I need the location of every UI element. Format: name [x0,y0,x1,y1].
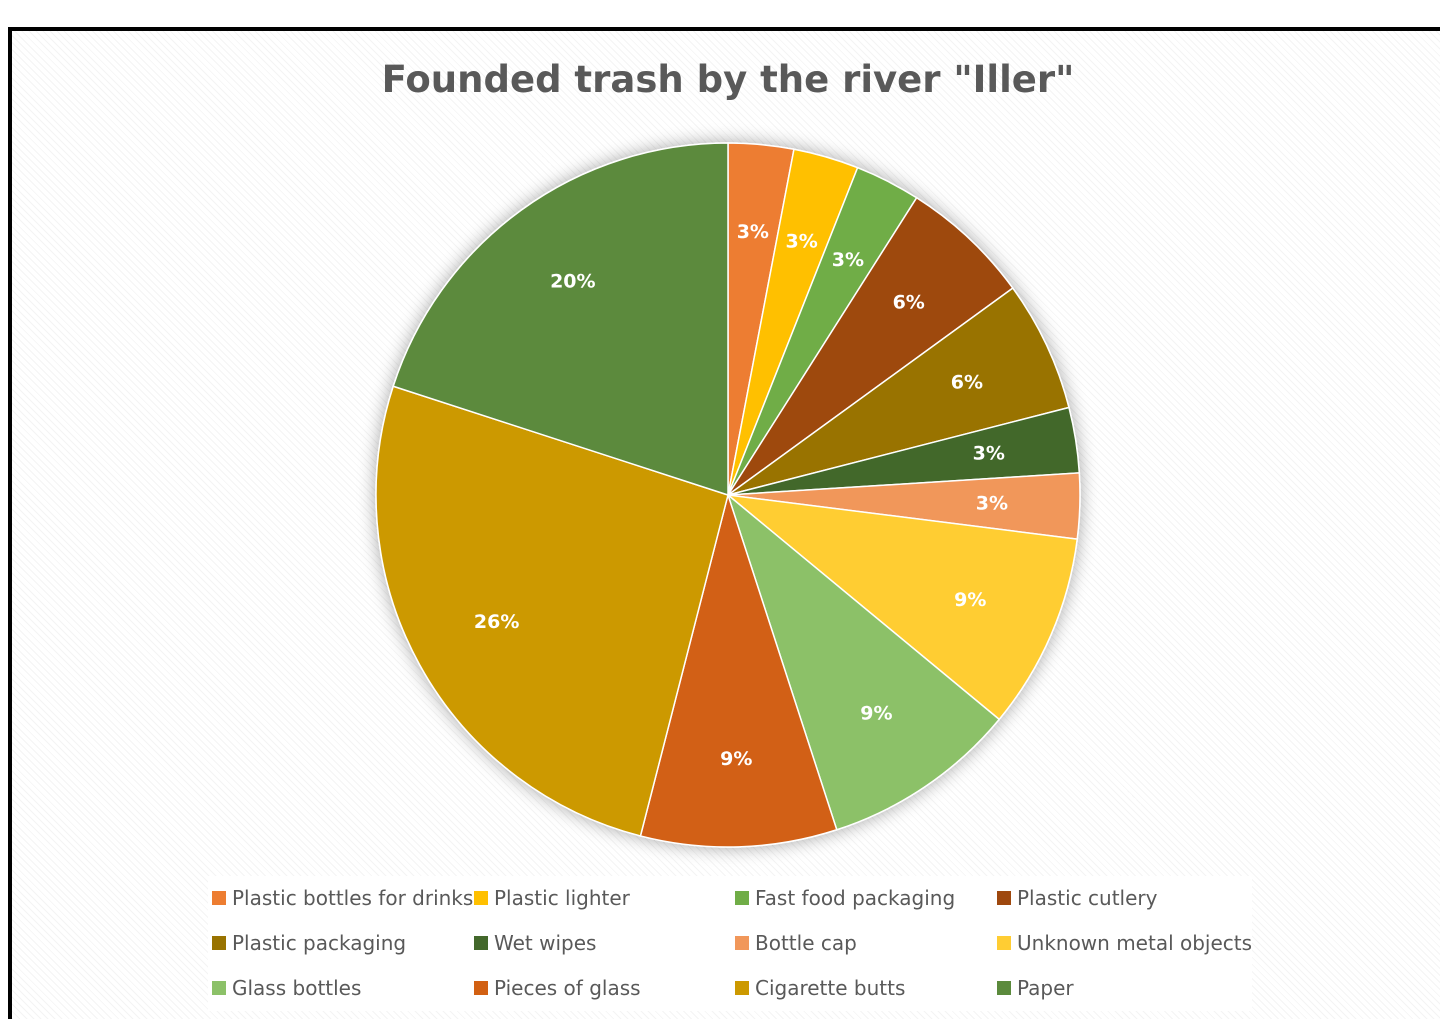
legend-swatch [735,981,749,995]
legend-label: Plastic cutlery [1017,886,1158,910]
legend-item: Pieces of glass [474,976,641,1000]
legend-swatch [997,981,1011,995]
legend-swatch [997,891,1011,905]
legend-item: Paper [997,976,1074,1000]
data-label-11: 20% [550,270,595,292]
data-label-4: 6% [951,372,983,394]
legend-swatch [212,891,226,905]
legend-swatch [735,891,749,905]
legend-swatch [474,981,488,995]
legend-swatch [474,891,488,905]
data-label-6: 3% [976,492,1008,514]
data-label-7: 9% [954,589,986,611]
legend-label: Glass bottles [232,976,362,1000]
data-label-5: 3% [973,443,1005,465]
legend-item: Plastic bottles for drinks [212,886,473,910]
pie-slice-11 [392,142,729,497]
legend-item: Plastic cutlery [997,886,1157,910]
legend-item: Plastic packaging [212,931,406,955]
legend-label: Bottle cap [755,931,857,955]
legend-label: Fast food packaging [755,886,956,910]
legend-label: Cigarette butts [755,976,906,1000]
legend-label: Plastic bottles for drinks [232,886,474,910]
data-label-3: 6% [893,292,925,314]
pie-slice-7 [725,493,1079,721]
chart-title: Founded trash by the river "Iller" [381,58,1075,101]
data-label-2: 3% [832,249,864,271]
legend-item: Cigarette butts [735,976,905,1000]
legend-swatch [212,981,226,995]
legend-item: Fast food packaging [735,886,955,910]
pie-slice-10 [375,385,729,837]
pie-slice-8 [726,492,1001,831]
data-label-8: 9% [860,702,892,724]
legend-item: Unknown metal objects [997,931,1252,955]
legend-swatch [997,936,1011,950]
pie-slice-9 [639,492,838,848]
legend-label: Wet wipes [494,931,597,955]
data-label-9: 9% [720,748,752,770]
data-label-0: 3% [737,221,769,243]
data-label-10: 26% [474,611,519,633]
pie-slice-3 [727,196,1014,496]
legend-label: Paper [1017,976,1074,1000]
legend-swatch [735,936,749,950]
chart-legend: Plastic bottles for drinks Plastic lighte… [208,876,1252,1011]
data-label-1: 3% [786,230,818,252]
legend-item: Bottle cap [735,931,857,955]
legend-label: Plastic packaging [232,931,407,955]
legend-swatch [474,936,488,950]
legend-label: Pieces of glass [494,976,641,1000]
legend-item: Wet wipes [474,931,596,955]
legend-item: Glass bottles [212,976,361,1000]
legend-label: Unknown metal objects [1017,931,1253,955]
legend-label: Plastic lighter [494,886,630,910]
pie-slice-4 [727,287,1070,496]
legend-item: Plastic lighter [474,886,630,910]
legend-swatch [212,936,226,950]
